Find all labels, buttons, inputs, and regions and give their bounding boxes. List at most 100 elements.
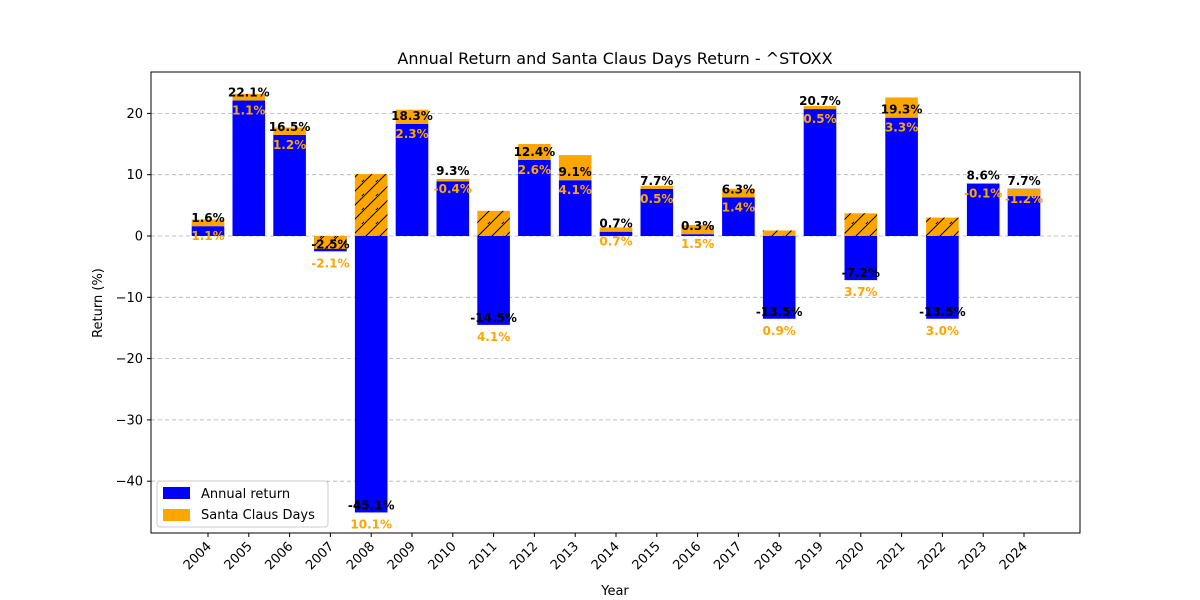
x-tick-label: 2008 bbox=[344, 539, 378, 573]
santa-claus-label: 2.3% bbox=[395, 127, 428, 141]
santa-claus-label: 4.1% bbox=[477, 330, 510, 344]
annual-return-label: 7.7% bbox=[1007, 174, 1040, 188]
legend-swatch-annual bbox=[163, 487, 190, 499]
annual-return-bar bbox=[599, 231, 633, 236]
legend-label-annual: Annual return bbox=[201, 487, 290, 502]
annual-return-bar bbox=[844, 236, 878, 281]
x-tick-label: 2011 bbox=[466, 539, 500, 573]
santa-claus-bar bbox=[558, 155, 592, 181]
santa-claus-bar bbox=[232, 93, 266, 101]
x-tick-label: 2023 bbox=[956, 539, 990, 573]
y-tick-label: −30 bbox=[116, 413, 143, 428]
santa-claus-bar-hatch bbox=[354, 174, 388, 236]
santa-claus-label: 1.2% bbox=[273, 138, 306, 152]
annual-return-label: -13.5% bbox=[756, 305, 803, 319]
annual-return-label: -7.2% bbox=[842, 266, 880, 280]
annual-return-bar bbox=[518, 159, 551, 236]
annual-return-label: -13.5% bbox=[919, 305, 966, 319]
santa-claus-label: 2.6% bbox=[518, 163, 551, 177]
x-tick-label: 2010 bbox=[426, 539, 460, 573]
santa-claus-label: 0.5% bbox=[803, 112, 836, 126]
legend: Annual return Santa Claus Days bbox=[156, 480, 329, 528]
annual-return-label: 0.3% bbox=[681, 219, 714, 233]
santa-claus-bar-hatch bbox=[926, 217, 959, 236]
annual-return-label: -14.5% bbox=[470, 311, 517, 325]
annual-return-label: 18.3% bbox=[391, 109, 433, 123]
annual-return-label: 6.3% bbox=[722, 182, 755, 196]
x-tick-label: 2013 bbox=[548, 539, 582, 573]
santa-claus-label: 3.7% bbox=[844, 285, 877, 299]
y-tick-label: 20 bbox=[126, 107, 143, 122]
chart-title: Annual Return and Santa Claus Days Retur… bbox=[397, 49, 832, 68]
annual-return-bar bbox=[395, 123, 429, 236]
annual-return-bar bbox=[966, 183, 1000, 236]
x-tick-label: 2004 bbox=[181, 539, 215, 573]
annual-return-bar bbox=[722, 197, 755, 236]
santa-claus-label: -0.1% bbox=[964, 186, 1002, 200]
santa-claus-label: 1.5% bbox=[681, 237, 714, 251]
annual-return-label: 8.6% bbox=[967, 168, 1000, 182]
y-tick-label: −40 bbox=[116, 475, 143, 490]
annual-return-bar bbox=[681, 234, 714, 236]
y-axis-title: Return (%) bbox=[91, 268, 106, 338]
annual-return-label: 7.7% bbox=[640, 174, 673, 188]
x-axis: 2004 2005 2006 2007 2008 2009 2010 2011 2012 2013… bbox=[181, 533, 1031, 573]
annual-return-bar bbox=[1007, 188, 1041, 236]
bars-layer bbox=[191, 93, 1041, 513]
santa-claus-label: 1.1% bbox=[191, 229, 224, 243]
annual-return-bar bbox=[926, 236, 959, 319]
legend-swatch-santa bbox=[163, 509, 190, 521]
santa-claus-bar bbox=[273, 127, 306, 135]
x-tick-label: 2014 bbox=[589, 539, 623, 573]
annual-return-label: 19.3% bbox=[881, 103, 923, 117]
x-tick-label: 2019 bbox=[793, 539, 827, 573]
annual-return-bar bbox=[558, 180, 592, 236]
santa-claus-bar-hatch bbox=[314, 236, 347, 249]
santa-claus-label: 0.7% bbox=[599, 235, 632, 249]
santa-claus-bar bbox=[599, 227, 633, 232]
santa-claus-label: 1.1% bbox=[232, 104, 265, 118]
santa-claus-bar-hatch bbox=[844, 213, 878, 236]
santa-claus-label: 4.1% bbox=[559, 183, 592, 197]
annual-return-bar bbox=[803, 109, 837, 236]
legend-label-santa: Santa Claus Days bbox=[201, 508, 315, 523]
santa-claus-bar bbox=[722, 188, 755, 198]
santa-claus-label: -1.2% bbox=[1005, 192, 1043, 206]
annual-return-bar bbox=[477, 236, 510, 325]
santa-claus-bar bbox=[191, 219, 225, 227]
santa-claus-bar bbox=[640, 185, 674, 189]
santa-claus-label: 0.9% bbox=[763, 324, 796, 338]
y-axis: 20 10 0 −10 −20 −30 −40 bbox=[116, 107, 151, 490]
santa-claus-label: -2.1% bbox=[311, 256, 349, 270]
santa-claus-bar bbox=[1007, 188, 1041, 197]
legend-box bbox=[156, 480, 329, 528]
annual-return-bar bbox=[273, 134, 306, 236]
annual-return-bar bbox=[232, 100, 266, 236]
annual-return-label: 16.5% bbox=[269, 120, 311, 134]
annual-return-bar bbox=[762, 236, 796, 319]
x-tick-label: 2007 bbox=[303, 539, 337, 573]
x-axis-title: Year bbox=[600, 584, 629, 599]
annual-return-label: -2.5% bbox=[311, 237, 349, 251]
y-tick-label: −20 bbox=[116, 352, 143, 367]
santa-claus-label: 3.3% bbox=[885, 121, 918, 135]
x-tick-label: 2024 bbox=[997, 539, 1031, 573]
santa-claus-bar bbox=[681, 224, 714, 235]
santa-claus-bar bbox=[885, 97, 918, 118]
annual-return-bar bbox=[436, 178, 470, 236]
y-tick-label: 0 bbox=[135, 230, 143, 245]
x-tick-label: 2018 bbox=[752, 539, 786, 573]
y-tick-label: −10 bbox=[116, 291, 143, 306]
annual-return-bar bbox=[354, 236, 388, 513]
x-tick-label: 2015 bbox=[630, 539, 664, 573]
x-tick-label: 2009 bbox=[385, 539, 419, 573]
santa-claus-bar-hatch bbox=[477, 210, 510, 236]
annual-return-label: 9.1% bbox=[559, 165, 592, 179]
annual-return-label: 0.7% bbox=[599, 217, 632, 231]
x-tick-label: 2020 bbox=[834, 539, 868, 573]
santa-claus-bar bbox=[395, 109, 429, 124]
y-tick-label: 10 bbox=[126, 168, 143, 183]
santa-claus-bar-hatch bbox=[762, 230, 796, 236]
santa-claus-label: 1.4% bbox=[722, 200, 755, 214]
